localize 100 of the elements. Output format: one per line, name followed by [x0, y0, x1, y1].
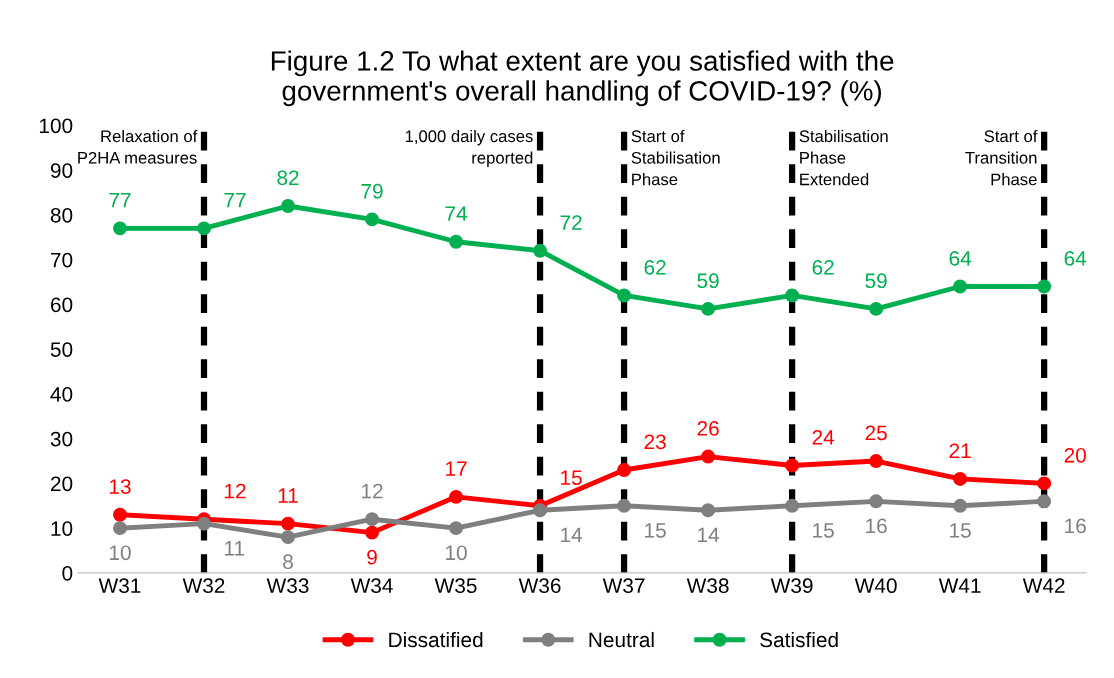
point: [533, 243, 548, 258]
point: [869, 494, 884, 509]
x-tick-label: W34: [350, 578, 393, 594]
chart-title: Figure 1.2 To what extent are you satisfied with the government's overall handling of COVID-19? (%): [271, 50, 894, 107]
data-label: 24: [812, 429, 835, 445]
x-tick-label: W33: [266, 578, 309, 594]
legend-label: Neutral: [589, 631, 654, 648]
point: [701, 449, 716, 464]
x-tick-label: W36: [518, 578, 561, 594]
x-tick-label: W42: [1022, 578, 1065, 593]
point: [449, 521, 463, 536]
data-label: 64: [1064, 250, 1087, 266]
legend-label: Dissatified: [389, 631, 483, 648]
point: [869, 301, 884, 316]
y-tick-label: 40: [50, 386, 73, 402]
point: [281, 516, 295, 531]
data-label: 8: [283, 554, 293, 570]
data-label: 13: [109, 479, 131, 494]
data-label: 16: [866, 518, 887, 534]
data-label: 16: [1065, 518, 1086, 534]
data-label: 25: [865, 425, 887, 441]
ref-line-label: Start of Transition Phase: [965, 129, 1038, 186]
ref-line-label: 1,000 daily cases reported: [405, 129, 533, 168]
data-label: 62: [644, 259, 666, 275]
x-tick-label: W39: [770, 578, 813, 594]
y-tick-label: 10: [51, 521, 73, 536]
point: [1037, 279, 1052, 294]
x-tick-label: W40: [854, 578, 897, 594]
point: [785, 498, 800, 513]
point: [701, 503, 716, 518]
point: [113, 507, 127, 522]
data-label: 14: [561, 527, 583, 543]
x-tick-label: W31: [98, 578, 141, 594]
point: [701, 301, 716, 316]
data-label: 11: [225, 541, 245, 556]
point: [1037, 476, 1052, 491]
point: [281, 530, 295, 545]
legend-label: Satisfied: [760, 631, 838, 648]
data-label: 64: [949, 250, 972, 266]
point: [617, 288, 632, 303]
y-tick-label: 30: [50, 431, 73, 447]
data-label: 12: [362, 483, 383, 499]
y-tick-label: 70: [51, 252, 73, 268]
x-tick-label: W37: [602, 578, 645, 594]
point: [953, 471, 968, 486]
data-label: 77: [224, 193, 246, 208]
data-label: 9: [367, 549, 377, 565]
data-label: 14: [698, 527, 720, 543]
y-tick-label: 60: [51, 297, 73, 313]
data-label: 21: [949, 443, 971, 458]
point: [365, 512, 379, 527]
data-label: 79: [361, 183, 383, 199]
point: [449, 489, 463, 504]
point: [197, 221, 211, 236]
y-tick-label: 50: [50, 342, 73, 357]
data-label: 59: [697, 273, 719, 289]
data-label: 10: [446, 545, 467, 561]
point: [1037, 494, 1052, 509]
data-label: 77: [109, 193, 131, 208]
data-label: 15: [813, 523, 834, 538]
y-tick-label: 100: [39, 118, 73, 134]
point: [953, 498, 968, 513]
y-tick-label: 0: [62, 565, 73, 581]
data-label: 74: [445, 206, 468, 221]
y-tick-label: 20: [51, 476, 73, 492]
point: [785, 288, 800, 303]
ref-line-label: Stabilisation Phase Extended: [799, 129, 888, 186]
data-label: 82: [277, 170, 299, 186]
point: [365, 212, 379, 227]
point: [113, 221, 127, 236]
x-tick-label: W41: [938, 578, 981, 593]
data-label: 15: [950, 523, 971, 538]
x-tick-label: W32: [182, 578, 225, 594]
data-label: 11: [278, 488, 298, 503]
data-label: 72: [560, 215, 582, 230]
data-label: 10: [109, 545, 131, 561]
point: [617, 498, 632, 513]
x-tick-label: W38: [686, 578, 729, 594]
point: [953, 279, 968, 294]
point: [617, 463, 632, 477]
data-label: 15: [561, 470, 582, 485]
data-label: 12: [225, 483, 246, 499]
point: [869, 454, 884, 468]
point: [785, 458, 800, 473]
ref-line-label: Relaxation of P2HA measures: [78, 129, 198, 164]
point: [113, 521, 127, 536]
data-label: 15: [645, 523, 666, 538]
point: [365, 525, 379, 540]
point: [197, 516, 211, 531]
y-tick-label: 80: [50, 207, 73, 223]
ref-line-label: Start of Stabilisation Phase: [631, 129, 720, 186]
data-label: 26: [697, 421, 719, 436]
point: [449, 234, 463, 249]
point: [533, 503, 548, 518]
x-tick-label: W35: [434, 578, 477, 594]
y-tick-label: 90: [50, 163, 73, 178]
data-label: 62: [812, 259, 834, 275]
point: [281, 199, 295, 213]
data-label: 59: [865, 273, 887, 289]
data-label: 23: [644, 434, 666, 450]
